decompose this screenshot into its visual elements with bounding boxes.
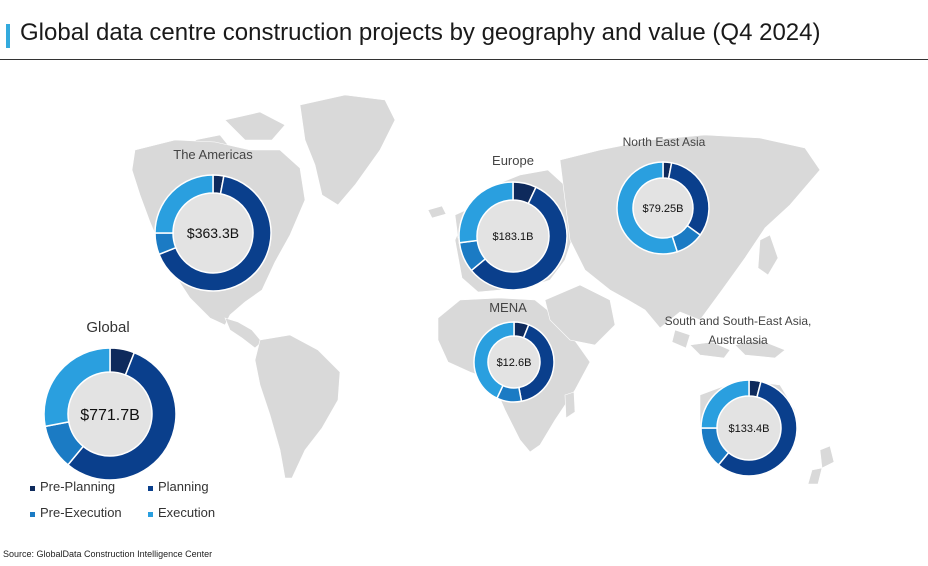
legend-swatch-planning xyxy=(148,486,153,491)
region-label-mena: MENA xyxy=(489,300,527,315)
region-label-nea: North East Asia xyxy=(623,135,706,149)
donut-charts: Global $771.7B The Americas $363.3B Europe $1… xyxy=(43,135,812,481)
donut-nea: North East Asia $79.25B xyxy=(616,135,710,255)
legend-label-planning: Planning xyxy=(158,479,209,494)
donut-segment-ssea-planning xyxy=(717,380,798,477)
header: Global data centre construction projects… xyxy=(0,0,928,60)
donut-center-ssea xyxy=(717,396,781,460)
donut-total-ssea: $133.4B xyxy=(729,423,770,435)
donut-ssea: South and South-East Asia, Australasia $13… xyxy=(665,314,812,477)
middle-east-shape xyxy=(544,284,616,346)
donut-segment-global-execution xyxy=(43,347,111,428)
donut-center-americas xyxy=(173,193,253,273)
greenland-shape xyxy=(299,94,396,206)
donut-center-europe xyxy=(477,200,549,272)
se-asia-islands-shape xyxy=(689,341,731,359)
legend-label-pre-execution: Pre-Execution xyxy=(40,505,122,520)
header-divider xyxy=(0,59,928,60)
donut-segment-americas-execution xyxy=(154,174,214,234)
south-america-shape xyxy=(254,334,341,479)
legend: Pre-Planning Planning Pre-Execution Executi… xyxy=(30,479,215,520)
region-label-americas: The Americas xyxy=(173,147,253,162)
donut-segment-europe-planning xyxy=(470,186,568,291)
donut-center-global xyxy=(68,372,152,456)
donut-segment-nea-execution xyxy=(616,161,679,255)
donut-total-mena: $12.6B xyxy=(497,357,532,369)
donut-center-mena xyxy=(488,336,540,388)
new-zealand-shape xyxy=(819,445,835,469)
legend-label-pre-planning: Pre-Planning xyxy=(40,479,115,494)
donut-mena: MENA $12.6B xyxy=(473,300,555,403)
legend-label-execution: Execution xyxy=(158,505,215,520)
donut-total-global: $771.7B xyxy=(80,407,140,424)
donut-global: Global $771.7B xyxy=(43,319,177,481)
japan-shape xyxy=(757,234,779,276)
donut-europe: Europe $183.1B xyxy=(458,153,568,291)
donut-segment-americas-planning xyxy=(158,175,272,292)
donut-total-nea: $79.25B xyxy=(643,203,684,215)
title-accent-bar xyxy=(6,24,10,48)
legend-swatch-pre-execution xyxy=(30,512,35,517)
donut-segment-europe-execution xyxy=(458,181,514,244)
region-label-ssea: South and South-East Asia, Australasia xyxy=(665,314,812,347)
donut-segment-global-planning xyxy=(66,351,177,481)
page-title: Global data centre construction projects… xyxy=(20,19,821,46)
donut-total-europe: $183.1B xyxy=(493,231,534,243)
central-america-shape xyxy=(224,317,263,349)
donut-center-nea xyxy=(633,178,693,238)
region-label-europe: Europe xyxy=(492,153,534,168)
donut-segment-ssea-execution xyxy=(700,379,750,429)
donut-segment-mena-execution xyxy=(473,321,515,400)
region-label-global: Global xyxy=(86,319,129,336)
donut-total-americas: $363.3B xyxy=(187,225,239,241)
legend-swatch-pre-planning xyxy=(30,486,35,491)
legend-swatch-execution xyxy=(148,512,153,517)
arctic-islands-shape xyxy=(224,111,286,141)
donut-americas: The Americas $363.3B xyxy=(154,147,272,292)
source-note: Source: GlobalData Construction Intellig… xyxy=(3,549,213,559)
